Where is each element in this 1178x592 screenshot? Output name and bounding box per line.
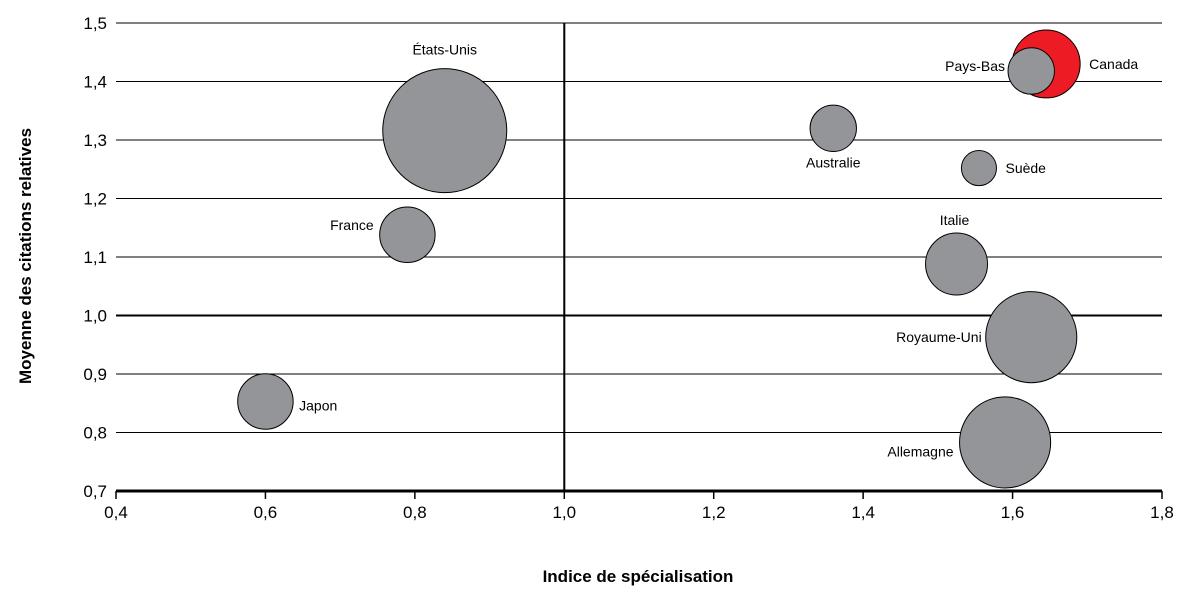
x-tick-label: 1,4 bbox=[851, 503, 875, 522]
bubble bbox=[382, 68, 508, 194]
y-tick-label: 0,9 bbox=[83, 365, 107, 384]
bubble bbox=[1007, 47, 1055, 95]
bubble bbox=[379, 206, 436, 263]
y-tick-label: 0,8 bbox=[83, 424, 107, 443]
y-tick-label: 1,5 bbox=[83, 14, 107, 33]
bubble-label: Allemagne bbox=[887, 443, 953, 459]
x-tick-label: 0,6 bbox=[254, 503, 278, 522]
y-tick-label: 1,4 bbox=[83, 73, 107, 92]
bubbles bbox=[237, 29, 1081, 489]
x-tick-label: 1,0 bbox=[552, 503, 576, 522]
bubble bbox=[985, 291, 1078, 384]
bubble-label: France bbox=[330, 217, 374, 233]
bubble-label: Australie bbox=[806, 154, 861, 170]
bubble bbox=[959, 396, 1052, 489]
x-tick-label: 0,4 bbox=[104, 503, 128, 522]
bubble-label: Canada bbox=[1089, 56, 1138, 72]
y-tick-label: 1,1 bbox=[83, 248, 107, 267]
bubble-labels: États-Unis Royaume-Uni Allemagne Canada Ital… bbox=[299, 42, 1138, 460]
bubble-label: Japon bbox=[299, 397, 337, 413]
x-tick-label: 1,6 bbox=[1001, 503, 1025, 522]
bubble-label: Royaume-Uni bbox=[896, 329, 982, 345]
bubble-label: Pays-Bas bbox=[945, 58, 1005, 74]
y-tick-label: 1,3 bbox=[83, 131, 107, 150]
bubble bbox=[960, 150, 997, 187]
x-tick-label: 1,8 bbox=[1150, 503, 1174, 522]
y-axis-title: Moyenne des citations relatives bbox=[16, 128, 35, 384]
y-tick-label: 1,2 bbox=[83, 190, 107, 209]
y-tick-label: 0,7 bbox=[83, 482, 107, 501]
reference-lines bbox=[116, 23, 1162, 491]
bubble-label: Suède bbox=[1005, 160, 1046, 176]
bubble bbox=[809, 104, 857, 152]
bubble-label: États-Unis bbox=[412, 42, 477, 58]
y-tick-label: 1,0 bbox=[83, 307, 107, 326]
x-tick-label: 1,2 bbox=[702, 503, 726, 522]
axes: 0,7 0,8 0,9 1,0 1,1 1,2 1,3 1,4 1,5 0,4 0,6 0,8 1,0 1… bbox=[83, 14, 1173, 522]
x-tick-label: 0,8 bbox=[403, 503, 427, 522]
x-axis-title: Indice de spécialisation bbox=[543, 567, 734, 586]
bubble-label: Italie bbox=[940, 212, 970, 228]
bubble bbox=[925, 232, 989, 296]
bubble bbox=[237, 373, 294, 430]
